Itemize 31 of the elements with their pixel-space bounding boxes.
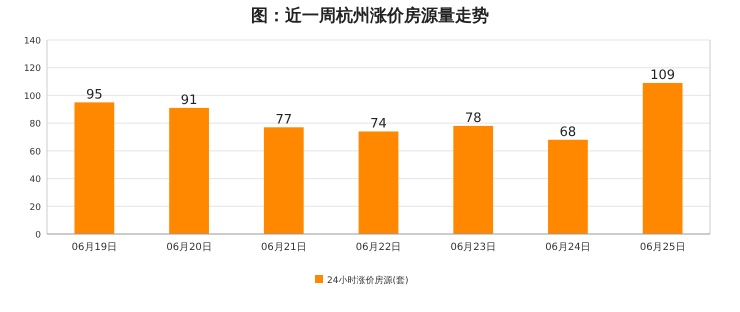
x-tick-label: 06月22日 xyxy=(356,242,402,253)
data-label: 95 xyxy=(86,87,103,102)
bar xyxy=(453,126,494,234)
y-tick-label: 140 xyxy=(24,36,42,46)
y-tick-label: 60 xyxy=(30,147,42,158)
data-label: 91 xyxy=(180,92,198,108)
bar xyxy=(548,140,588,234)
chart-title: 图：近一周杭州涨价房源量走势 xyxy=(251,6,489,26)
data-label: 74 xyxy=(370,116,387,132)
data-label: 68 xyxy=(560,124,576,140)
x-tick-label: 06月25日 xyxy=(640,242,686,253)
y-tick-label: 100 xyxy=(24,92,42,102)
y-tick-label: 40 xyxy=(30,175,42,186)
x-tick-label: 06月23日 xyxy=(450,242,496,253)
y-tick-label: 20 xyxy=(30,202,42,213)
bar xyxy=(642,82,683,234)
bar xyxy=(169,108,209,234)
x-tick-label: 06月19日 xyxy=(72,242,118,253)
bar xyxy=(264,127,304,234)
bar xyxy=(358,131,398,234)
data-label: 109 xyxy=(650,68,676,83)
x-tick-label: 06月20日 xyxy=(166,242,212,253)
y-tick-label: 80 xyxy=(30,120,42,130)
y-tick-label: 0 xyxy=(35,230,42,240)
data-label: 77 xyxy=(276,112,292,128)
data-label: 78 xyxy=(464,110,482,126)
bar xyxy=(74,102,114,234)
legend-label: 24小时涨价房源(套) xyxy=(327,275,408,286)
y-tick-label: 120 xyxy=(24,64,42,74)
x-tick-label: 06月21日 xyxy=(261,242,307,253)
x-tick-label: 06月24日 xyxy=(545,242,591,253)
